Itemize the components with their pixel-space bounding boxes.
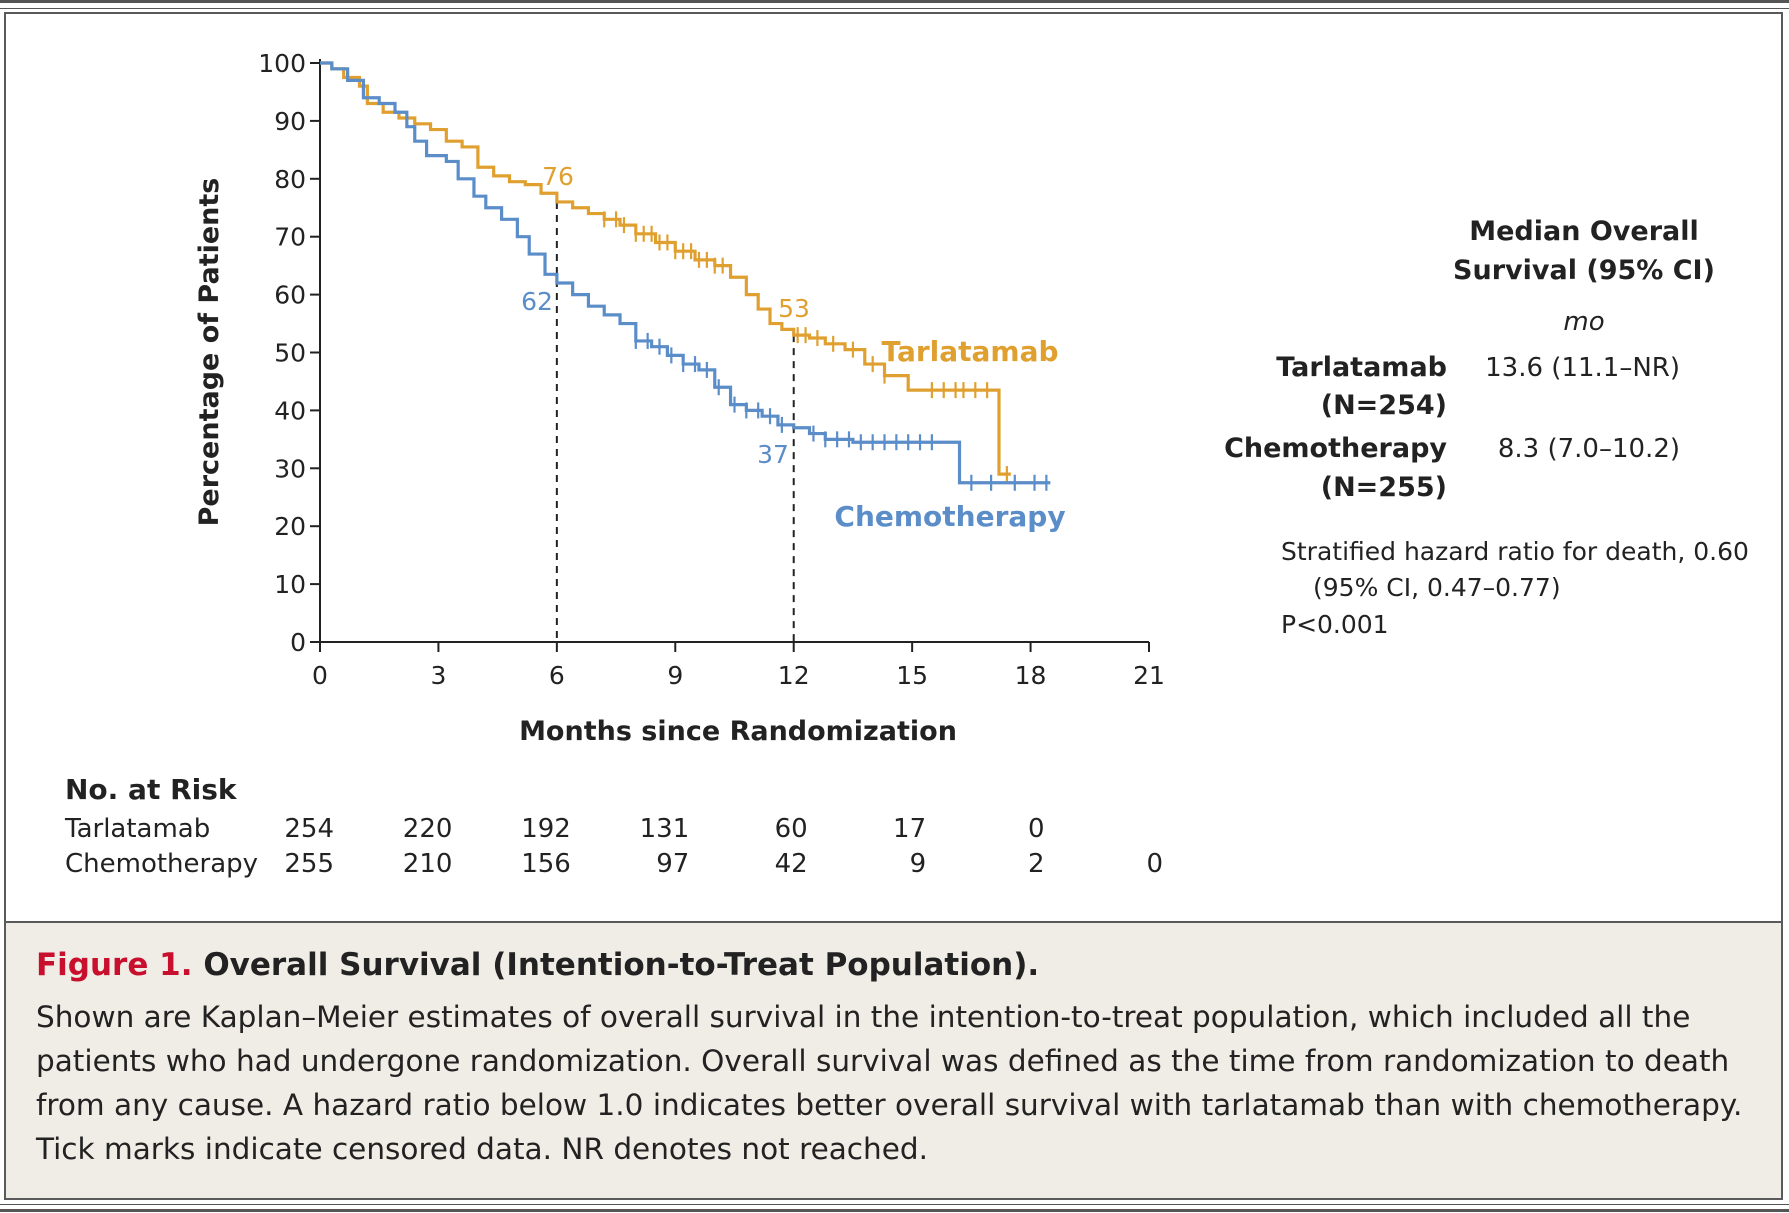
bottom-rule-thick	[0, 1209, 1789, 1212]
y-tick-label-30: 30	[274, 454, 306, 483]
chemotherapy-curve-label: Chemotherapy	[834, 500, 1065, 533]
risk-values: 254 220 192 131 60 17 0 255 210 156 97 42 9 2 0	[284, 814, 1163, 879]
top-rule-thick	[0, 0, 1789, 3]
x-tick-label-6: 6	[549, 661, 565, 690]
risk-chemotherapy-value-0: 255	[284, 849, 334, 879]
x-axis-label: Months since Randomization	[519, 716, 957, 747]
risk-chemotherapy-value-4: 42	[775, 849, 808, 879]
p-value: P<0.001	[1281, 610, 1389, 639]
risk-tarlatamab-value-6: 0	[1028, 814, 1045, 844]
median-heading-line2: Survival (95% CI)	[1453, 255, 1715, 286]
x-tick-label-0: 0	[312, 661, 328, 690]
y-tick-label-70: 70	[274, 223, 306, 252]
survival-curves	[320, 61, 1051, 491]
x-tick-label-21: 21	[1133, 661, 1165, 690]
risk-tarlatamab-value-2: 192	[521, 814, 571, 844]
risk-chemotherapy-value-5: 9	[910, 849, 927, 879]
x-tick-label-18: 18	[1015, 661, 1047, 690]
y-tick-label-50: 50	[274, 339, 306, 368]
annotation-76: 76	[542, 162, 574, 191]
median-row-tarlatamab-value: 13.6 (11.1–NR)	[1485, 353, 1680, 383]
risk-chemotherapy-value-1: 210	[403, 849, 453, 879]
figure-label: Figure 1.	[36, 947, 193, 983]
risk-row-chemotherapy-name: Chemotherapy	[65, 849, 258, 879]
bottom-rule-thin	[0, 1204, 1789, 1205]
caption-body: Shown are Kaplan–Meier estimates of over…	[36, 1000, 1743, 1166]
y-tick-label-40: 40	[274, 396, 306, 425]
risk-tarlatamab-value-3: 131	[640, 814, 690, 844]
tarlatamab-curve-label: Tarlatamab	[881, 335, 1058, 368]
y-tick-label-90: 90	[274, 107, 306, 136]
risk-tarlatamab-value-5: 17	[893, 814, 926, 844]
hazard-ratio-line1: Stratified hazard ratio for death, 0.60	[1281, 537, 1749, 566]
median-survival-table: Median Overall Survival (95% CI) mo Tarl…	[1224, 216, 1749, 639]
x-tick-label-12: 12	[778, 661, 810, 690]
reference-lines	[555, 201, 795, 642]
y-axis-label: Percentage of Patients	[194, 178, 225, 527]
top-rule-thin	[0, 8, 1789, 9]
x-tick-label-15: 15	[896, 661, 928, 690]
y-tick-label-10: 10	[274, 570, 306, 599]
median-row-chemotherapy-name: Chemotherapy	[1224, 433, 1447, 464]
x-tick-label-3: 3	[430, 661, 446, 690]
y-tick-label-60: 60	[274, 281, 306, 310]
y-tick-label-80: 80	[274, 165, 306, 194]
hazard-ratio-line2: (95% CI, 0.47–0.77)	[1313, 573, 1561, 602]
median-heading-line1: Median Overall	[1469, 216, 1699, 247]
median-row-tarlatamab-n: (N=254)	[1321, 390, 1447, 421]
caption-title-text: Overall Survival (Intention-to-Treat Pop…	[203, 947, 1040, 983]
annotation-37: 37	[757, 440, 789, 469]
tarlatamab-curve	[320, 61, 1011, 476]
risk-chemotherapy-value-2: 156	[521, 849, 571, 879]
median-row-tarlatamab-name: Tarlatamab	[1276, 352, 1447, 383]
risk-tarlatamab-value-0: 254	[284, 814, 334, 844]
y-tick-label-20: 20	[274, 512, 306, 541]
y-tick-label-100: 100	[258, 49, 306, 78]
median-row-chemotherapy-value: 8.3 (7.0–10.2)	[1498, 434, 1680, 464]
risk-table: No. at Risk Tarlatamab Chemotherapy 254 2…	[64, 773, 1163, 879]
risk-chemotherapy-value-6: 2	[1028, 849, 1045, 879]
x-tick-label-9: 9	[667, 661, 683, 690]
chemotherapy-curve	[320, 61, 1051, 485]
figure-caption: Figure 1. Overall Survival (Intention-to…	[4, 921, 1783, 1200]
annotation-53: 53	[778, 294, 810, 323]
median-unit: mo	[1563, 307, 1604, 337]
caption-title: Figure 1. Overall Survival (Intention-to…	[36, 945, 1751, 985]
risk-table-title: No. at Risk	[65, 773, 238, 806]
risk-row-tarlatamab-name: Tarlatamab	[64, 814, 210, 844]
risk-chemotherapy-value-3: 97	[656, 849, 689, 879]
axes: 0 10 20 30 40 50 60 70 80 90 100 0 3 6 9 12 15 18 21	[258, 49, 1165, 690]
annotation-62: 62	[521, 287, 553, 316]
risk-tarlatamab-value-4: 60	[775, 814, 808, 844]
median-row-chemotherapy-n: (N=255)	[1321, 472, 1447, 503]
y-tick-label-0: 0	[290, 628, 306, 657]
risk-tarlatamab-value-1: 220	[403, 814, 453, 844]
risk-chemotherapy-value-7: 0	[1146, 849, 1163, 879]
